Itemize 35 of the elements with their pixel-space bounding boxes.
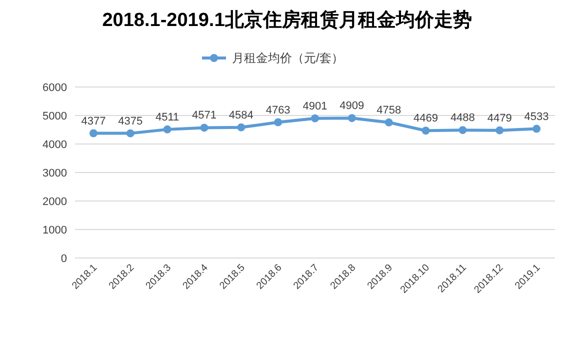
data-label: 4511 — [155, 111, 180, 124]
y-tick-label: 1000 — [42, 224, 67, 236]
y-tick-label: 5000 — [42, 110, 67, 122]
point — [532, 124, 541, 133]
legend-label: 月租金均价（元/套） — [232, 51, 344, 65]
point — [237, 123, 246, 132]
y-tick-label: 2000 — [42, 196, 67, 208]
point — [126, 129, 134, 138]
point — [89, 129, 98, 138]
data-label: 4758 — [376, 104, 402, 116]
y-tick-label: 4000 — [42, 139, 67, 151]
point — [274, 118, 282, 126]
point — [422, 126, 430, 135]
data-label: 4909 — [340, 100, 364, 112]
y-tick-label: 0 — [60, 253, 67, 265]
point — [311, 114, 319, 122]
data-label: 4901 — [302, 100, 328, 112]
point — [163, 125, 172, 134]
y-tick-label: 3000 — [42, 168, 67, 180]
data-label: 4469 — [414, 112, 438, 125]
point — [348, 114, 356, 122]
data-label: 4584 — [228, 109, 254, 122]
chart-title: 2018.1-2019.1北京住房租赁月租金均价走势 — [102, 9, 472, 31]
data-label: 4763 — [266, 104, 290, 116]
point — [384, 118, 393, 126]
point — [496, 126, 504, 134]
data-label: 4571 — [192, 110, 216, 122]
y-tick-label: 6000 — [42, 82, 67, 94]
data-label: 4479 — [487, 112, 512, 124]
point — [458, 126, 467, 134]
data-label: 4488 — [450, 112, 475, 124]
data-label: 4533 — [524, 110, 549, 123]
point — [200, 124, 208, 132]
data-label: 4377 — [81, 115, 106, 128]
data-label: 4375 — [118, 115, 143, 128]
